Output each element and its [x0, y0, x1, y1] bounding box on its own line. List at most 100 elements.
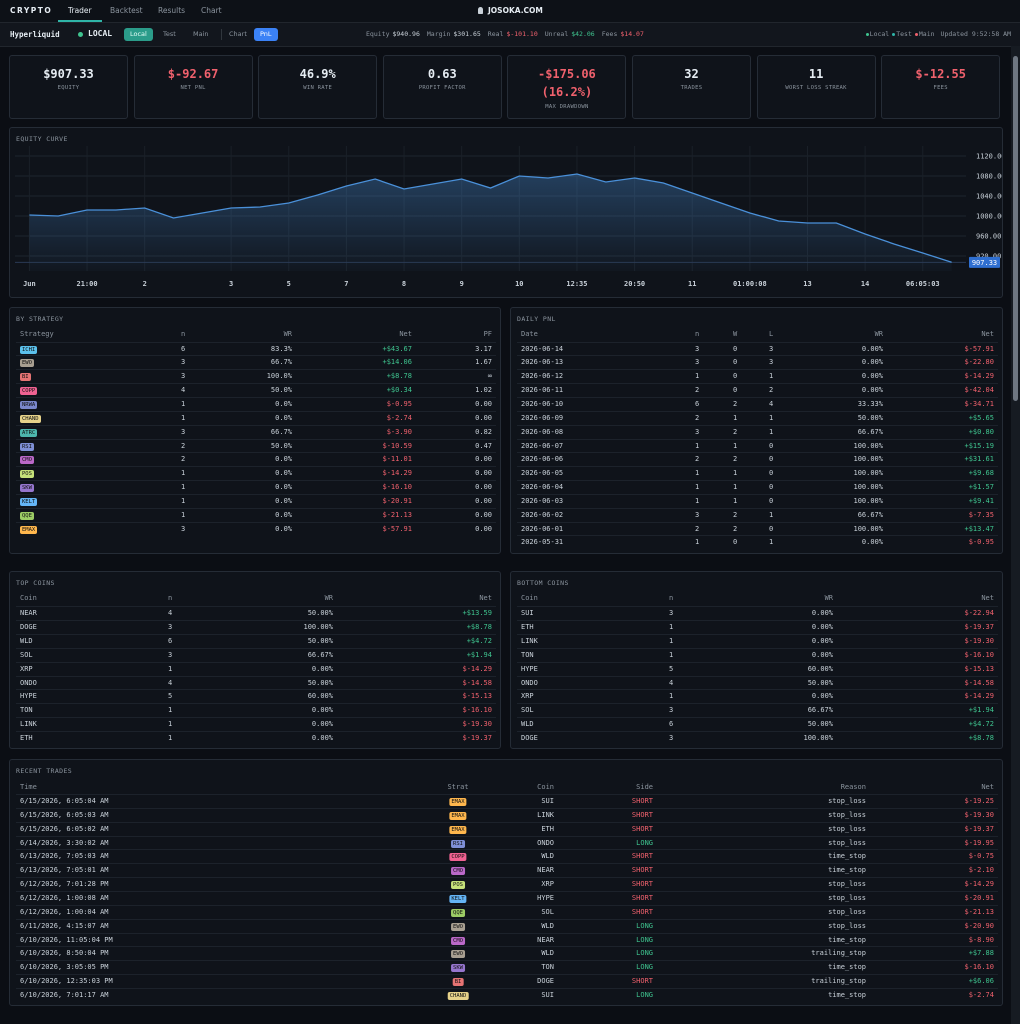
- x-tick-label: 14: [861, 280, 869, 288]
- table-cell: CMO: [451, 934, 465, 948]
- table-cell: 2026-06-06: [521, 455, 564, 464]
- table-cell: 0.00: [475, 455, 492, 464]
- stat-label: Real: [487, 30, 504, 38]
- table-cell: 0.00: [475, 413, 492, 422]
- table-cell: ONDO: [20, 678, 37, 687]
- table-cell: $-14.29: [964, 692, 994, 701]
- equity-line: [29, 173, 952, 263]
- stat: Unreal $42.06: [545, 30, 595, 38]
- table-cell: ICHI: [20, 343, 38, 357]
- stat: Margin $301.65: [427, 30, 481, 38]
- table-cell: 66.7%: [270, 427, 292, 436]
- table-cell: 100.00%: [853, 441, 883, 450]
- table-row: 6/12/2026, 1:00:08 AM KELT HYPE SHORT stop_l…: [16, 891, 998, 905]
- table-cell: 0.00: [475, 496, 492, 505]
- table-row: 6/13/2026, 7:05:03 AM COPP WLD SHORT time_st…: [16, 849, 998, 863]
- table-cell: $-20.90: [964, 921, 994, 930]
- table-cell: WR: [874, 330, 883, 339]
- table-cell: $-16.10: [964, 650, 994, 659]
- table-cell: 2: [181, 455, 186, 464]
- table-cell: SHORT: [631, 824, 653, 833]
- nav-tab[interactable]: Backtest: [110, 6, 143, 15]
- table-cell: $-20.91: [964, 894, 994, 903]
- env-button[interactable]: Local: [124, 28, 153, 41]
- table-cell: $-2.74: [968, 990, 994, 999]
- table-cell: 3: [181, 427, 186, 436]
- strategy-badge: CMO: [451, 867, 465, 876]
- view-button[interactable]: PnL: [254, 28, 278, 41]
- table-cell: WR: [824, 594, 833, 603]
- updated: Updated 9:52:58 AM: [940, 30, 1011, 38]
- env-button[interactable]: Test: [163, 30, 176, 38]
- table-title: TOP COINS: [16, 579, 55, 587]
- table-cell: SHORT: [631, 866, 653, 875]
- table-cell: POS: [451, 878, 465, 892]
- scroll-thumb[interactable]: [1013, 56, 1018, 401]
- table-cell: SHORT: [631, 977, 653, 986]
- table-cell: 100.00%: [853, 524, 883, 533]
- x-tick-label: 11: [688, 280, 696, 288]
- table-cell: $-14.29: [382, 469, 412, 478]
- table-row: CHAND 1 0.0% $-2.74 0.00: [16, 410, 496, 425]
- table-row: 6/15/2026, 6:05:02 AM EMAX ETH SHORT stop_lo…: [16, 821, 998, 837]
- table-row: 2026-06-06 2 2 0 100.00% +$31.61: [517, 452, 998, 466]
- table-cell: 1: [181, 496, 186, 505]
- table-cell: $-15.13: [462, 692, 492, 701]
- table-cell: 1: [695, 372, 700, 381]
- table-cell: stop_loss: [828, 797, 866, 806]
- table-cell: WLD: [541, 921, 554, 930]
- table-row: 6/10/2026, 12:35:03 PM BI DOGE SHORT trailin…: [16, 974, 998, 988]
- table-cell: EMAX: [20, 523, 38, 537]
- table-cell: 0.00%: [811, 692, 833, 701]
- table-cell: 100.00%: [853, 455, 883, 464]
- table-cell: 6: [695, 399, 700, 408]
- nav-tab[interactable]: Trader: [58, 0, 102, 22]
- table-cell: $-16.10: [382, 483, 412, 492]
- indicator: Local: [865, 30, 889, 38]
- table-row: CMO 2 0.0% $-11.01 0.00: [16, 452, 496, 466]
- table-cell: Strat: [447, 783, 469, 792]
- table-cell: $-14.58: [462, 678, 492, 687]
- table-cell: EMAX: [449, 823, 467, 837]
- kpi-value: 46.9%: [299, 67, 336, 81]
- table-row: 6/12/2026, 7:01:28 PM POS XRP SHORT stop_los…: [16, 877, 998, 891]
- table-cell: $-19.25: [964, 797, 994, 806]
- table-cell: SHORT: [631, 880, 653, 889]
- table-row: 2026-06-01 2 2 0 100.00% +$13.47: [517, 521, 998, 536]
- divider: [221, 29, 222, 40]
- table-cell: ETH: [541, 824, 554, 833]
- y-tick-label: 960.00: [976, 233, 1001, 241]
- scrollbar[interactable]: [1011, 46, 1020, 1024]
- table-cell: +$6.06: [968, 977, 994, 986]
- table-cell: 0.00%: [311, 664, 333, 673]
- table-cell: 1: [733, 413, 738, 422]
- table-row: KELT 1 0.0% $-20.91 0.00: [16, 493, 496, 508]
- table-cell: trailing_stop: [811, 949, 866, 958]
- table-cell: time_stop: [828, 935, 866, 944]
- nav-tab[interactable]: Chart: [201, 6, 222, 15]
- table-cell: 66.67%: [857, 510, 883, 519]
- table-cell: 66.67%: [857, 427, 883, 436]
- table-row: 2026-06-10 6 2 4 33.33% $-34.71: [517, 396, 998, 411]
- table-cell: $-8.90: [968, 935, 994, 944]
- table-cell: 0.00%: [861, 538, 883, 547]
- strategy-badge: EWO: [20, 359, 34, 368]
- table-cell: 6: [181, 344, 186, 353]
- table-row: 2026-06-14 3 0 3 0.00% $-57.91: [517, 341, 998, 356]
- table-row: NEAR 4 50.00% +$13.59: [16, 606, 496, 620]
- nav-tab[interactable]: Results: [158, 6, 186, 15]
- table-cell: 33.33%: [857, 399, 883, 408]
- table-cell: 2: [733, 399, 738, 408]
- env-button[interactable]: Main: [193, 30, 209, 38]
- table-cell: n: [695, 330, 700, 339]
- table-cell: SHORT: [631, 797, 653, 806]
- stat-label: Margin: [426, 30, 451, 38]
- view-button[interactable]: Chart: [229, 30, 247, 38]
- table-cell: 50.00%: [807, 720, 833, 729]
- table-cell: 3: [769, 358, 774, 367]
- table-cell: BI: [20, 370, 31, 384]
- table-cell: 2: [733, 427, 738, 436]
- top-nav: CRYPTO Trader Backtest Results Chart JOSOKA.C…: [0, 0, 1020, 23]
- table-cell: TON: [541, 963, 554, 972]
- table-cell: 3: [695, 510, 700, 519]
